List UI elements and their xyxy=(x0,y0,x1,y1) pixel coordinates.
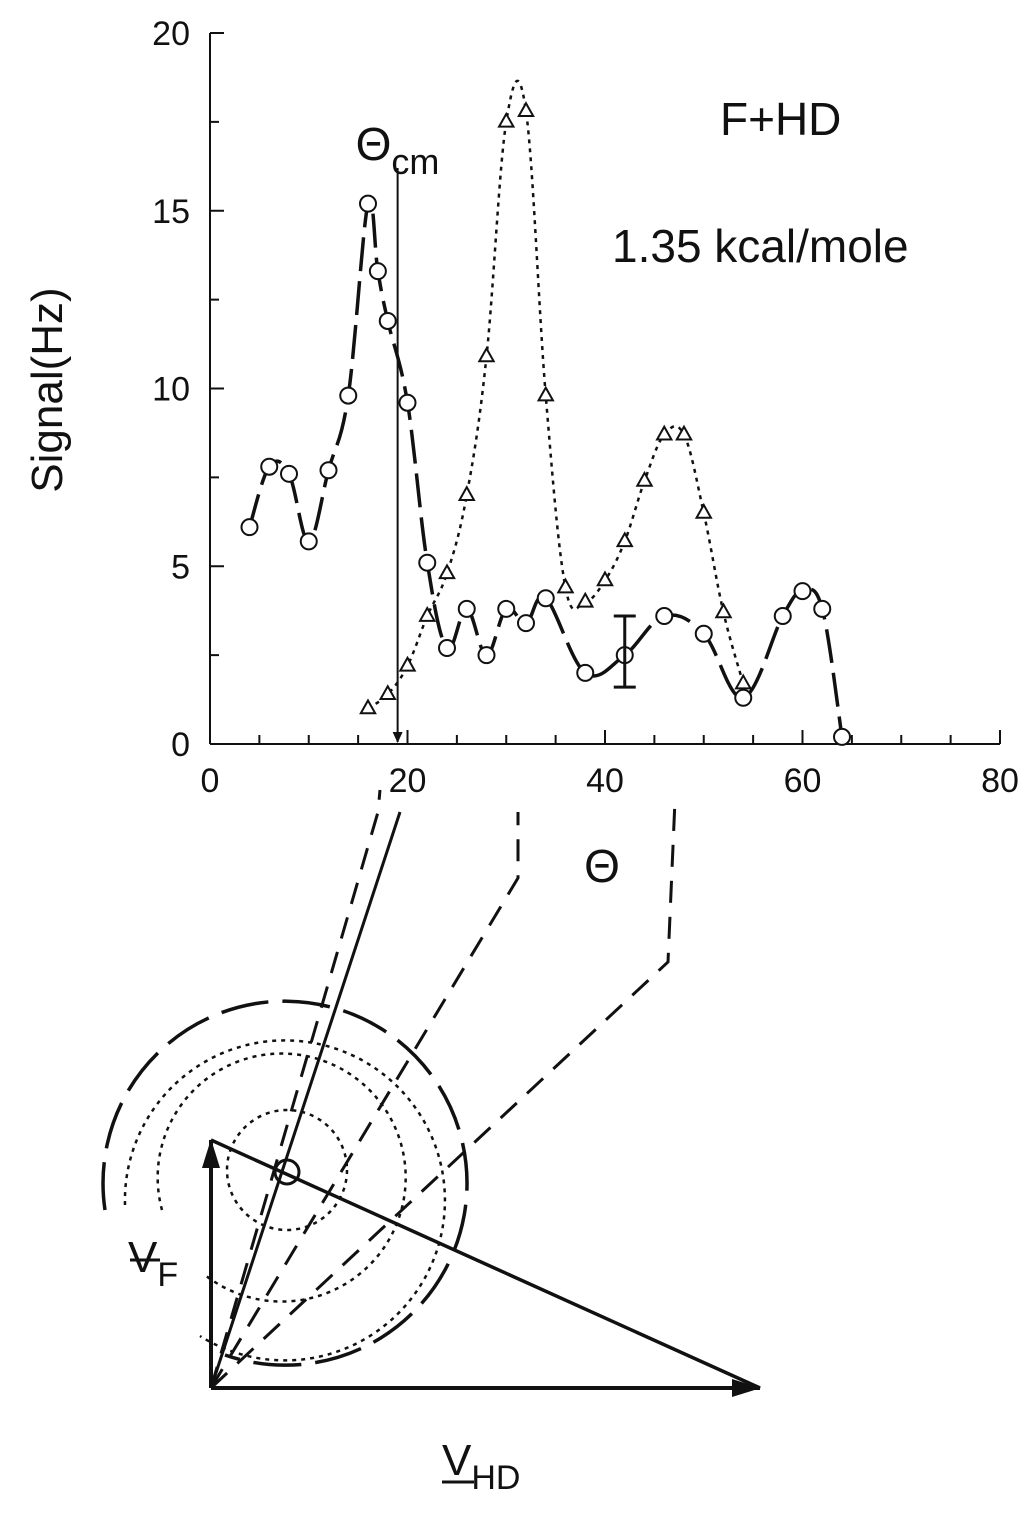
data-point xyxy=(517,614,535,633)
theta-cm-label: Θcm xyxy=(356,118,440,182)
data-point xyxy=(675,424,693,441)
y-tick-label: 10 xyxy=(152,371,190,409)
data-point xyxy=(694,502,713,519)
cm-velocity-line xyxy=(209,811,402,1389)
y-axis-label: Signal(Hz) xyxy=(23,287,72,492)
data-point xyxy=(773,607,792,626)
data-point xyxy=(497,111,516,128)
data-point xyxy=(260,457,279,476)
vhd-label-sub: HD xyxy=(471,1459,520,1497)
data-point xyxy=(299,532,318,551)
vhd-label: VHD xyxy=(442,1436,520,1497)
data-point xyxy=(438,563,456,580)
data-point xyxy=(615,531,634,548)
data-point xyxy=(655,424,674,441)
data-point xyxy=(368,262,387,281)
data-point xyxy=(635,470,654,487)
data-point xyxy=(734,688,753,707)
data-point xyxy=(596,570,614,587)
vf-label: VF xyxy=(128,1233,178,1294)
data-point xyxy=(438,639,456,658)
chart-title: F+HD xyxy=(720,93,841,145)
series-1 xyxy=(240,194,851,746)
error-bar xyxy=(613,614,636,689)
x-axis-label: Θ xyxy=(584,840,620,892)
chart-subtitle: 1.35 kcal/mole xyxy=(612,220,909,272)
theta-cm-sub: cm xyxy=(391,141,439,182)
data-point xyxy=(655,607,674,626)
velocity-vectors xyxy=(202,811,761,1397)
data-point xyxy=(714,602,733,619)
guide-line-3 xyxy=(209,799,677,1390)
data-point xyxy=(359,698,377,715)
peak-guide-lines xyxy=(209,789,677,1390)
data-point xyxy=(813,599,832,618)
data-point xyxy=(477,646,496,665)
data-point xyxy=(497,599,516,618)
data-point xyxy=(536,589,555,608)
relative-velocity-line xyxy=(210,1138,761,1390)
data-point xyxy=(359,194,377,213)
data-point xyxy=(457,485,476,501)
guide-line-1 xyxy=(209,789,382,1389)
newton-velocity-diagram: VF VHD xyxy=(101,789,761,1497)
data-point xyxy=(398,393,417,412)
inner-dotted-circle xyxy=(225,1108,349,1232)
y-tick-label: 0 xyxy=(171,726,190,764)
vf-label-main: V xyxy=(128,1233,158,1282)
y-tick-label: 15 xyxy=(152,193,190,231)
data-point xyxy=(240,518,259,537)
data-point xyxy=(378,684,397,701)
data-point xyxy=(793,582,812,601)
x-tick-label: 40 xyxy=(586,762,624,800)
data-point xyxy=(319,461,338,480)
x-tick-label: 20 xyxy=(389,762,427,800)
x-tick-label: 0 xyxy=(201,762,220,800)
data-point xyxy=(833,727,851,746)
y-tick-label: 5 xyxy=(171,548,190,586)
second-dotted-circle xyxy=(123,1039,447,1362)
data-point xyxy=(418,605,437,622)
data-point xyxy=(734,673,753,690)
theta-cm-annotation: Θcm xyxy=(356,118,440,743)
x-tick-label: 60 xyxy=(784,762,822,800)
y-tick-label: 20 xyxy=(152,15,190,53)
vf-label-sub: F xyxy=(157,1256,178,1294)
data-point xyxy=(556,577,575,594)
data-point xyxy=(378,311,397,330)
data-point xyxy=(477,346,496,363)
axis-ticks: 0 20 40 60 80 0 5 10 15 20 xyxy=(152,15,1019,800)
series-line-1 xyxy=(247,197,844,738)
x-tick-label: 80 xyxy=(981,762,1019,800)
data-point xyxy=(694,624,713,643)
data-point xyxy=(517,101,535,118)
data-point xyxy=(280,464,298,483)
data-point xyxy=(457,599,476,618)
data-point xyxy=(576,663,595,682)
data-point xyxy=(418,553,437,572)
data-point xyxy=(536,385,555,402)
data-point xyxy=(339,386,358,405)
axes xyxy=(209,33,1000,745)
series-2 xyxy=(359,79,753,715)
outer-dashed-circle xyxy=(101,999,469,1367)
guide-line-2 xyxy=(209,812,520,1389)
theta-cm-main: Θ xyxy=(356,118,392,170)
data-point xyxy=(576,591,595,608)
series-layer xyxy=(240,79,851,746)
vhd-label-main: V xyxy=(442,1436,472,1485)
velocity-circles xyxy=(101,999,469,1367)
third-dotted-circle xyxy=(156,1052,407,1303)
data-point xyxy=(398,655,417,672)
